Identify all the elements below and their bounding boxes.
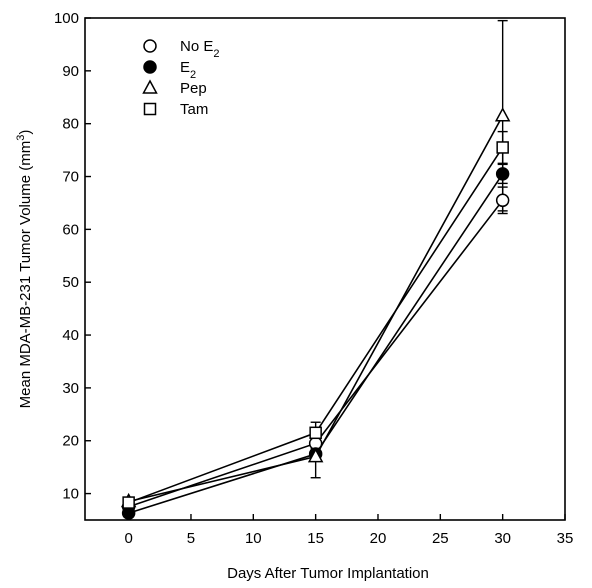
- plot-data: [120, 19, 511, 520]
- legend-marker: [143, 39, 157, 53]
- data-point: [495, 167, 510, 181]
- marker-circle-open: [495, 193, 510, 208]
- marker-square-open: [143, 102, 157, 116]
- y-tick-label: 100: [54, 10, 79, 27]
- y-tick-label: 70: [62, 169, 79, 186]
- legend-marker: [143, 102, 157, 116]
- y-tick-label: 30: [62, 380, 79, 397]
- marker-triangle-open: [494, 107, 511, 122]
- marker-square-open: [496, 141, 509, 154]
- marker-triangle-open: [307, 448, 324, 463]
- x-tick-label: 0: [124, 530, 132, 547]
- marker-triangle-open: [142, 79, 158, 94]
- y-tick-label: 20: [62, 433, 79, 450]
- legend-label: Pep: [180, 80, 207, 97]
- marker-circle-filled: [495, 167, 510, 181]
- x-tick-label: 20: [370, 530, 387, 547]
- marker-square-open: [122, 496, 135, 509]
- legend-label: E2: [180, 59, 196, 81]
- y-tick-label: 40: [62, 327, 79, 344]
- y-tick-label: 50: [62, 274, 79, 291]
- x-tick-label: 35: [557, 530, 574, 547]
- x-tick-label: 15: [307, 530, 324, 547]
- y-axis-title: Mean MDA-MB-231 Tumor Volume (mm3): [15, 130, 34, 409]
- legend-marker: [143, 60, 157, 74]
- legend-label: No E2: [180, 38, 219, 60]
- plot-frame: [84, 17, 566, 521]
- legend-marker: [142, 79, 158, 94]
- y-tick-label: 10: [62, 486, 79, 503]
- data-point: [307, 448, 324, 463]
- data-point: [309, 426, 322, 440]
- x-tick-label: 25: [432, 530, 449, 547]
- data-point: [121, 506, 136, 520]
- data-point: [495, 193, 510, 208]
- y-tick-label: 80: [62, 116, 79, 133]
- axes: 10 20 30 40 50 60 70 80 90 100 0 5 10 15 20 25 30 35 Days …: [15, 10, 573, 582]
- data-point: [496, 141, 509, 154]
- marker-square-open: [309, 426, 322, 440]
- x-tick-label: 10: [245, 530, 262, 547]
- x-tick-label: 5: [187, 530, 195, 547]
- data-point: [122, 496, 135, 509]
- marker-circle-filled: [143, 60, 157, 74]
- x-axis-title: Days After Tumor Implantation: [227, 565, 429, 582]
- marker-circle-open: [143, 39, 157, 53]
- legend-label: Tam: [180, 101, 208, 118]
- marker-circle-filled: [121, 506, 136, 520]
- data-point: [494, 107, 511, 122]
- y-tick-label: 60: [62, 221, 79, 238]
- x-tick-label: 30: [494, 530, 511, 547]
- y-tick-label: 90: [62, 63, 79, 80]
